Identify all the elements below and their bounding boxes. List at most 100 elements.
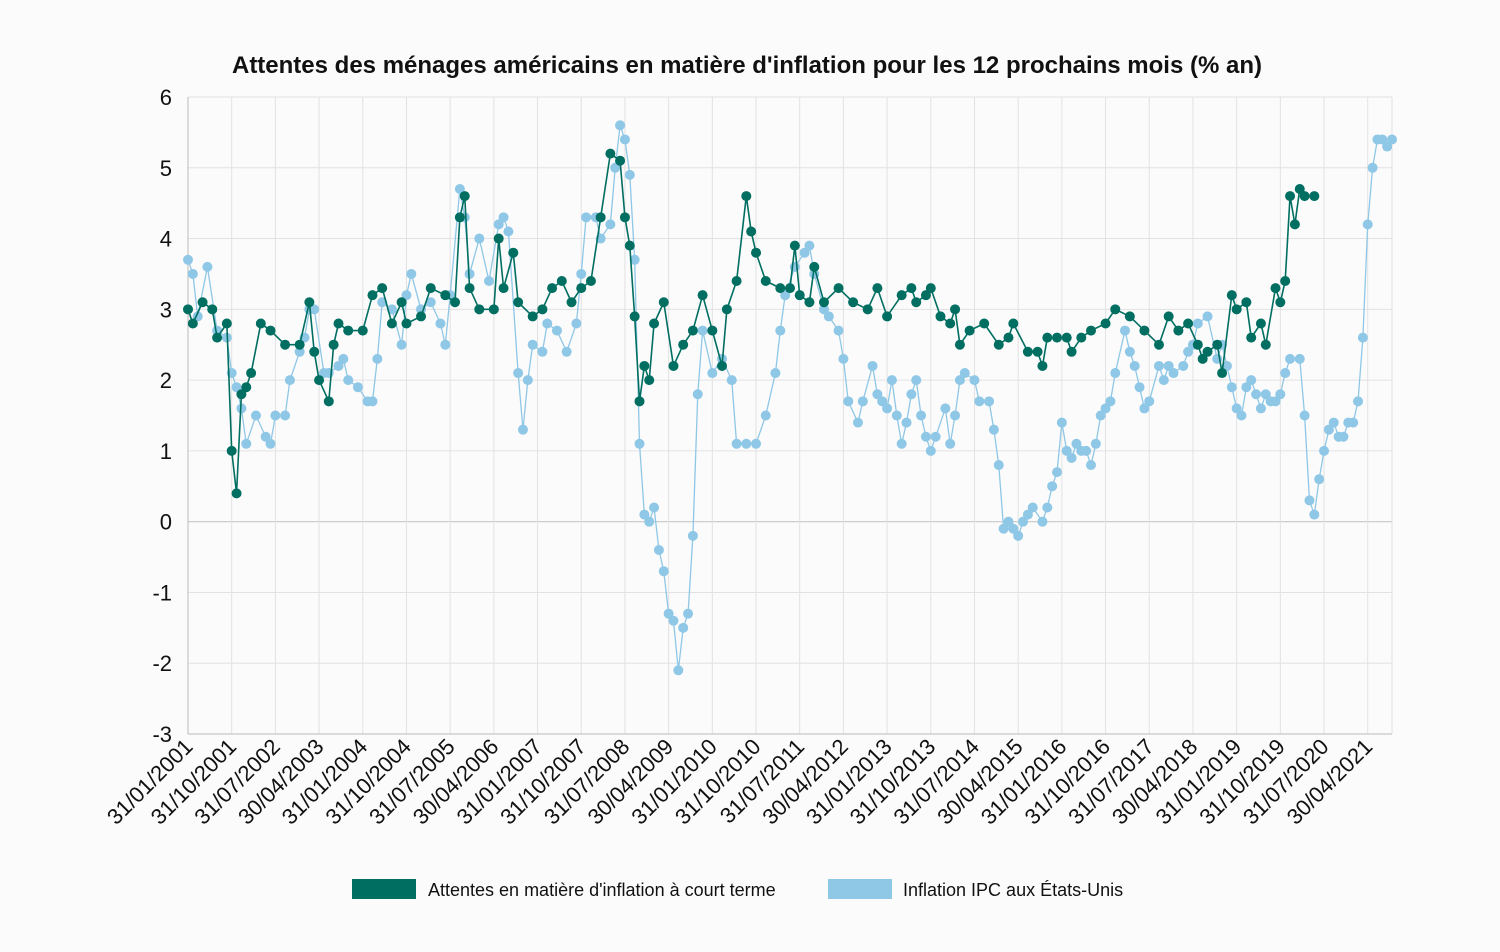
data-point (338, 353, 349, 364)
data-point (920, 290, 931, 301)
data-point (1294, 353, 1305, 364)
data-point (687, 530, 698, 541)
data-point (984, 396, 995, 407)
data-point (255, 318, 266, 329)
data-point (294, 346, 305, 357)
data-point (1022, 509, 1033, 520)
y-tick-label: -2 (152, 651, 172, 676)
data-point (649, 502, 660, 513)
data-point (454, 184, 465, 195)
data-point (435, 318, 446, 329)
data-point (304, 297, 315, 308)
data-point (464, 283, 475, 294)
data-point (571, 318, 582, 329)
data-point (1047, 481, 1058, 492)
data-point (1139, 325, 1150, 336)
data-point (1061, 445, 1072, 456)
data-point (629, 311, 640, 322)
y-tick-label: 3 (160, 297, 172, 322)
data-point (537, 346, 548, 357)
data-point (231, 488, 242, 499)
x-axis-ticks: 31/01/200131/10/200131/07/200230/04/2003… (102, 734, 1377, 830)
data-point (1144, 396, 1155, 407)
data-point (260, 431, 271, 442)
data-point (1323, 424, 1334, 435)
data-point (221, 318, 232, 329)
data-point (852, 417, 863, 428)
data-point (653, 544, 664, 555)
data-point (692, 389, 703, 400)
data-point (789, 240, 800, 251)
data-point (1018, 516, 1029, 527)
data-point (1202, 311, 1213, 322)
data-point (207, 304, 218, 315)
data-point (950, 304, 961, 315)
data-point (1042, 332, 1053, 343)
data-point (818, 304, 829, 315)
y-tick-label: -1 (152, 580, 172, 605)
data-point (1086, 325, 1096, 336)
y-axis-ticks: 6 5 4 3 2 1 0 -1 -2 -3 (152, 85, 172, 747)
data-point (993, 460, 1004, 471)
data-point (687, 325, 698, 336)
data-point (950, 410, 961, 421)
data-point (1013, 530, 1024, 541)
data-point (513, 297, 524, 308)
data-point (658, 566, 669, 577)
data-point (1129, 360, 1140, 371)
data-point (265, 438, 276, 449)
data-point (794, 290, 805, 301)
data-point (367, 396, 378, 407)
data-point (1309, 191, 1320, 202)
data-point (1299, 410, 1310, 421)
data-point (454, 212, 465, 223)
legend-swatch (352, 879, 416, 899)
data-point (566, 297, 577, 308)
data-point (634, 396, 645, 407)
data-point (1231, 304, 1242, 315)
data-point (183, 254, 193, 265)
data-point (1255, 403, 1266, 414)
data-point (804, 240, 815, 251)
series-line (187, 152, 1315, 495)
data-point (323, 396, 334, 407)
data-point (634, 438, 645, 449)
data-point (624, 169, 635, 180)
data-point (678, 622, 689, 633)
chart-title: Attentes des ménages américains en matiè… (232, 52, 1262, 79)
data-point (974, 396, 985, 407)
data-point (658, 297, 669, 308)
data-point (1081, 445, 1092, 456)
series-0 (183, 148, 1320, 499)
data-point (823, 311, 834, 322)
data-point (726, 375, 737, 386)
data-point (450, 297, 461, 308)
data-point (416, 311, 427, 322)
data-point (697, 325, 708, 336)
data-point (1037, 516, 1048, 527)
data-point (964, 325, 975, 336)
data-point (246, 368, 257, 379)
data-point (1241, 297, 1252, 308)
y-tick-label: 5 (160, 156, 172, 181)
data-point (610, 162, 621, 173)
data-point (1105, 396, 1116, 407)
data-point (809, 261, 820, 272)
data-point (372, 353, 383, 364)
data-point (780, 290, 791, 301)
data-point (731, 276, 742, 287)
data-point (1027, 502, 1038, 513)
data-point (1119, 325, 1130, 336)
data-point (542, 318, 553, 329)
data-point (751, 438, 762, 449)
data-point (906, 389, 917, 400)
data-point (484, 276, 494, 287)
data-point (993, 339, 1004, 350)
data-point (1003, 332, 1014, 343)
legend-swatch (828, 879, 892, 899)
data-point (1226, 290, 1237, 301)
data-point (212, 332, 223, 343)
data-point (595, 212, 606, 223)
data-point (1226, 382, 1237, 393)
data-point (1052, 467, 1063, 478)
